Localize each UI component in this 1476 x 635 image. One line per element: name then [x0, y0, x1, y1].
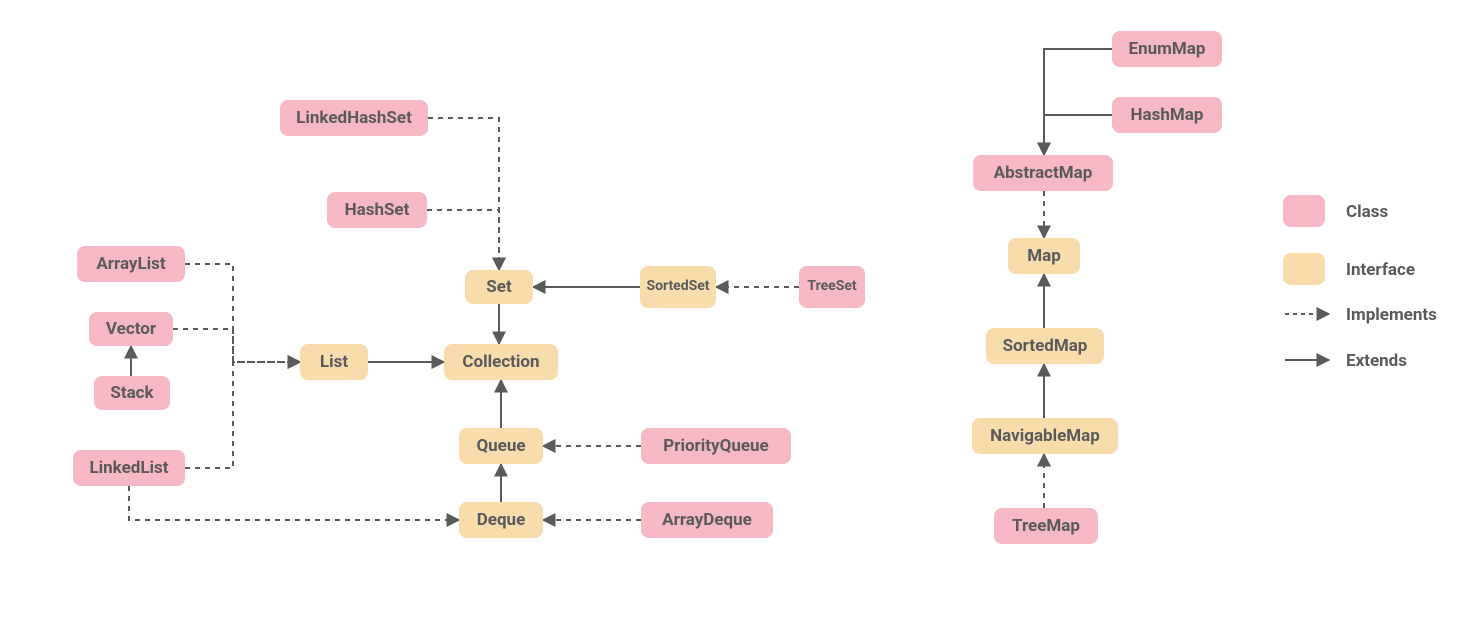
edge-HashSet-to-Set [427, 210, 499, 270]
edge-LinkedList-to-Deque [129, 486, 459, 520]
node-ArrayDeque: ArrayDeque [641, 502, 773, 538]
legend-class-label: Class [1346, 202, 1388, 222]
edges-layer [0, 0, 1476, 635]
legend-implements-label: Implements [1346, 305, 1437, 325]
edge-LinkedList-to-List [185, 362, 300, 468]
edge-ArrayList-to-List [185, 264, 300, 362]
node-ArrayList: ArrayList [77, 246, 185, 282]
legend-interface-label: Interface [1346, 260, 1415, 280]
legend-extends-line [1283, 350, 1333, 370]
edge-Vector-to-List [173, 329, 300, 362]
node-List: List [300, 344, 368, 380]
node-SortedSet: SortedSet [640, 266, 716, 308]
node-HashSet: HashSet [327, 192, 427, 228]
node-Deque: Deque [459, 502, 543, 538]
node-SortedMap: SortedMap [986, 328, 1104, 364]
node-Queue: Queue [459, 428, 543, 464]
node-Collection: Collection [444, 344, 558, 380]
edge-EnumMap-to-AbstractMap [1044, 49, 1112, 155]
node-LinkedList: LinkedList [73, 450, 185, 486]
diagram-root: LinkedHashSet HashSet ArrayList Vector Stack… [0, 0, 1476, 635]
node-LinkedHashSet: LinkedHashSet [280, 100, 428, 136]
legend-class-swatch [1283, 195, 1325, 227]
node-TreeSet: TreeSet [799, 266, 865, 308]
node-AbstractMap: AbstractMap [973, 155, 1113, 191]
node-PriorityQueue: PriorityQueue [641, 428, 791, 464]
node-TreeMap: TreeMap [994, 508, 1098, 544]
node-NavigableMap: NavigableMap [972, 418, 1118, 454]
legend-interface-swatch [1283, 253, 1325, 285]
legend-extends-label: Extends [1346, 351, 1407, 371]
node-Map: Map [1008, 238, 1080, 274]
node-Set: Set [465, 270, 533, 304]
node-EnumMap: EnumMap [1112, 31, 1222, 67]
node-Vector: Vector [89, 312, 173, 346]
node-Stack: Stack [94, 376, 170, 410]
node-HashMap: HashMap [1112, 97, 1222, 133]
edge-LinkedHashSet-to-Set [428, 118, 499, 270]
legend-implements-line [1283, 304, 1333, 324]
edge-HashMap-to-AbstractMap [1044, 115, 1112, 155]
